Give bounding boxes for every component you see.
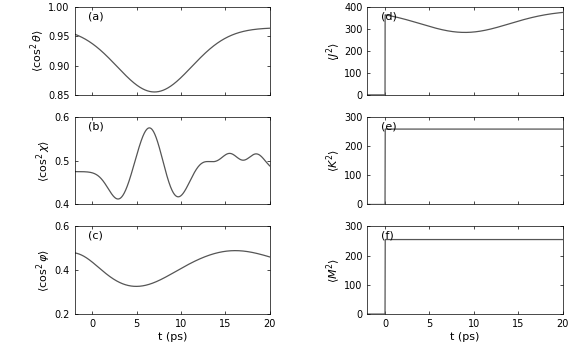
- Y-axis label: $\langle K^2\rangle$: $\langle K^2\rangle$: [324, 149, 343, 172]
- Y-axis label: $\langle\cos^2\varphi\rangle$: $\langle\cos^2\varphi\rangle$: [34, 249, 53, 292]
- Y-axis label: $\langle M^2\rangle$: $\langle M^2\rangle$: [324, 258, 343, 283]
- Text: (c): (c): [88, 231, 103, 241]
- Y-axis label: $\langle J^2\rangle$: $\langle J^2\rangle$: [324, 42, 343, 61]
- Text: (b): (b): [88, 121, 104, 131]
- X-axis label: t (ps): t (ps): [157, 332, 187, 342]
- Text: (a): (a): [88, 12, 104, 22]
- Y-axis label: $\langle\cos^2\chi\rangle$: $\langle\cos^2\chi\rangle$: [34, 140, 53, 182]
- Text: (d): (d): [381, 12, 397, 22]
- Text: (e): (e): [381, 121, 397, 131]
- X-axis label: t (ps): t (ps): [450, 332, 480, 342]
- Text: (f): (f): [381, 231, 394, 241]
- Y-axis label: $\langle\cos^2\theta\rangle$: $\langle\cos^2\theta\rangle$: [29, 30, 47, 72]
